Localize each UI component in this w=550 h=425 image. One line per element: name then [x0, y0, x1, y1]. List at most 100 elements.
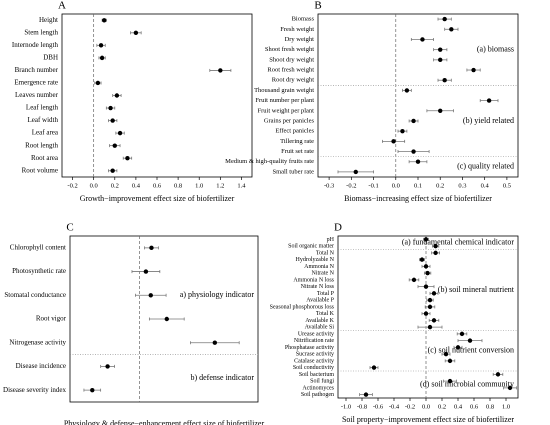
x-tick-label: 0.6: [470, 403, 479, 410]
point: [438, 57, 443, 63]
point: [218, 68, 223, 73]
category-label: Ammonia N loss: [293, 277, 334, 283]
category-label: Shoot fresh weight: [265, 46, 314, 53]
category-label: Emergence rate: [14, 79, 58, 87]
category-label: Available P: [306, 298, 334, 304]
point: [102, 18, 107, 23]
point: [442, 78, 447, 83]
category-label: Hydrolyzable N: [296, 257, 335, 263]
point: [117, 130, 123, 136]
group-label: (b) yield related: [463, 116, 514, 125]
category-label: Soil organic matter: [288, 244, 334, 250]
x-tick-label: -0.4: [389, 403, 400, 410]
x-tick-label: 0.5: [503, 182, 511, 189]
x-tick-label: 0.4: [454, 403, 463, 410]
x-tick-label: -0.3: [324, 182, 334, 189]
point: [114, 93, 120, 98]
panel-title: B: [314, 0, 321, 12]
point: [411, 277, 417, 283]
point: [423, 311, 429, 316]
category-label: Actinomyces: [302, 385, 334, 391]
x-tick-label: 0.4: [132, 182, 141, 189]
x-axis-label: Growth−improvement effect size of biofer…: [80, 194, 235, 203]
x-tick-label: 0.0: [90, 182, 98, 189]
point: [149, 245, 154, 251]
category-label: Soil fungi: [310, 378, 334, 385]
panel-title: A: [58, 0, 66, 12]
category-label: Photosynthetic rate: [12, 267, 66, 275]
point: [507, 385, 513, 391]
x-tick-label: -0.2: [67, 182, 77, 189]
point: [438, 47, 443, 52]
point: [411, 118, 416, 124]
category-label: Nitrogenase activity: [9, 338, 66, 346]
point: [110, 118, 115, 123]
point: [98, 43, 104, 48]
point: [459, 331, 465, 337]
point: [427, 304, 433, 310]
category-label: Dry weight: [285, 36, 315, 43]
category-label: Nitrification rate: [294, 337, 334, 344]
category-label: Total N: [316, 250, 335, 256]
point: [447, 378, 453, 384]
x-tick-label: 0.2: [438, 403, 446, 410]
category-label: Height: [39, 16, 58, 24]
category-label: Leaf area: [32, 129, 59, 137]
x-tick-label: 0.8: [486, 403, 494, 410]
point: [90, 387, 95, 393]
plot-frame: [317, 13, 519, 178]
point: [455, 345, 461, 350]
category-label: Stem length: [24, 28, 58, 36]
point: [431, 291, 437, 296]
category-label: DBH: [43, 53, 58, 61]
category-label: Small tuber rate: [272, 168, 314, 175]
category-label: Phosphatase activity: [285, 345, 334, 351]
point: [164, 316, 169, 322]
category-label: Leaf length: [26, 104, 59, 112]
point: [433, 250, 438, 256]
point: [404, 88, 410, 93]
point: [353, 169, 358, 175]
point: [423, 264, 429, 269]
point: [443, 351, 449, 357]
category-label: Chlorophyll content: [10, 243, 66, 251]
x-tick-label: -0.8: [357, 403, 367, 410]
category-label: Soil conductivity: [293, 365, 334, 371]
point: [486, 98, 492, 103]
group-label: b) defense indicator: [190, 373, 254, 382]
x-tick-label: 0.3: [458, 182, 466, 189]
group-label: (d) soil microbial community: [420, 379, 514, 388]
x-tick-label: 1.4: [237, 182, 246, 189]
point: [427, 324, 433, 330]
category-label: Leaf width: [27, 116, 58, 124]
point: [112, 143, 117, 148]
x-tick-label: 1.0: [195, 182, 203, 189]
point: [133, 30, 139, 36]
category-label: Grains per panicles: [264, 117, 315, 124]
point: [442, 16, 447, 22]
x-tick-label: 0.0: [392, 182, 400, 189]
category-label: Seasonal phosphorous loss: [270, 304, 335, 310]
category-label: Fresh weight: [280, 26, 314, 33]
point: [411, 149, 416, 154]
group-label: (c) quality related: [457, 162, 514, 171]
point: [425, 270, 430, 276]
group-label: a) physiology indicator: [180, 290, 255, 299]
x-tick-label: -0.2: [346, 182, 356, 189]
category-label: Total K: [316, 311, 335, 317]
category-label: Root dry weight: [272, 77, 314, 84]
point: [449, 27, 454, 32]
point: [95, 80, 101, 86]
category-label: Urease activity: [298, 331, 334, 337]
category-label: Available Si: [305, 325, 335, 331]
group-label: (c) soil nutrient conversion: [428, 346, 514, 355]
category-label: Soil pathogen: [301, 392, 334, 398]
group-label: (b) soil mineral nutrient: [438, 285, 515, 294]
category-label: Medium & high-quality fruits rate: [225, 158, 314, 165]
category-label: Internode length: [12, 41, 59, 49]
category-label: Stomatal conductance: [4, 291, 66, 299]
point: [431, 318, 437, 323]
point: [400, 128, 405, 134]
x-axis-label: Soil property−improvement effect size of…: [342, 415, 514, 424]
